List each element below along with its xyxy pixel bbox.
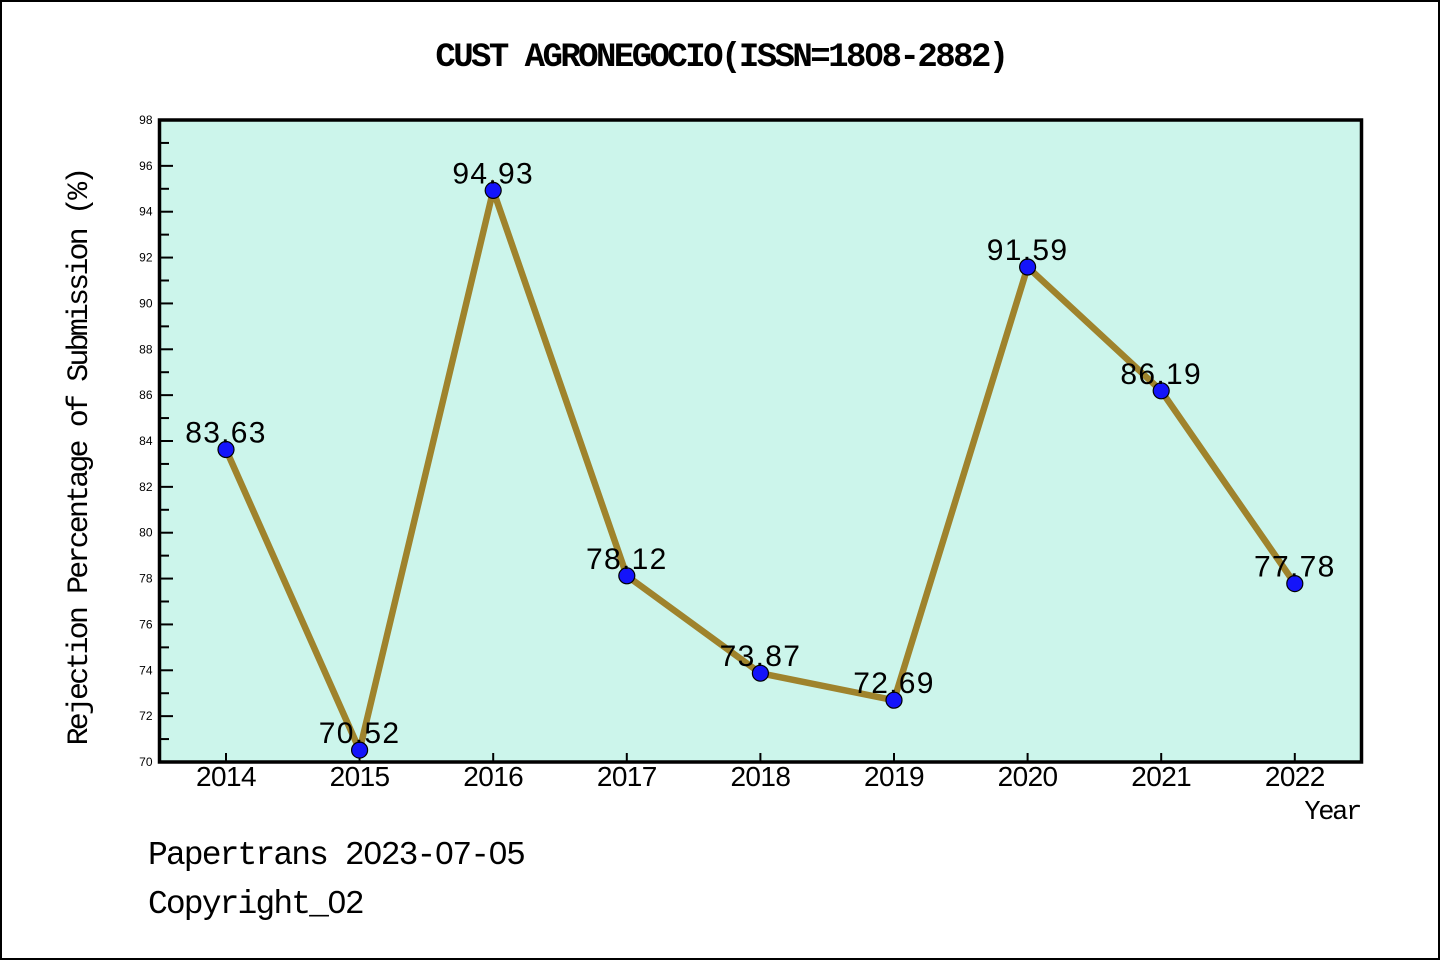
svg-text:2015: 2015 xyxy=(330,761,390,792)
svg-text:96: 96 xyxy=(139,159,153,173)
svg-text:2019: 2019 xyxy=(864,761,924,792)
svg-text:90: 90 xyxy=(139,296,153,310)
svg-text:94: 94 xyxy=(139,205,153,219)
svg-text:2021: 2021 xyxy=(1131,761,1191,792)
svg-text:84: 84 xyxy=(139,434,153,448)
svg-text:Year: Year xyxy=(1304,798,1360,828)
svg-text:77.78: 77.78 xyxy=(1254,551,1336,584)
svg-text:86: 86 xyxy=(139,388,153,402)
svg-text:94.93: 94.93 xyxy=(452,157,534,190)
svg-text:88: 88 xyxy=(139,342,153,356)
svg-text:73.87: 73.87 xyxy=(720,640,802,673)
svg-text:2020: 2020 xyxy=(998,761,1058,792)
svg-text:CUST AGRONEGOCIO(ISSN=1808-288: CUST AGRONEGOCIO(ISSN=1808-2882) xyxy=(435,39,1006,77)
svg-text:72: 72 xyxy=(139,709,153,723)
svg-text:2018: 2018 xyxy=(730,761,790,792)
svg-text:82: 82 xyxy=(139,480,153,494)
svg-text:80: 80 xyxy=(139,526,153,540)
svg-text:98: 98 xyxy=(139,113,153,127)
svg-text:91.59: 91.59 xyxy=(987,234,1069,267)
svg-text:Rejection Percentage of Submis: Rejection Percentage of Submission (%) xyxy=(63,170,97,746)
svg-text:72.69: 72.69 xyxy=(853,667,935,700)
svg-text:78.12: 78.12 xyxy=(586,543,668,576)
svg-text:Copyright_02: Copyright_02 xyxy=(148,886,363,923)
svg-text:92: 92 xyxy=(139,251,153,265)
svg-text:2016: 2016 xyxy=(463,761,523,792)
svg-text:83.63: 83.63 xyxy=(185,417,267,450)
svg-text:Papertrans 2023-07-05: Papertrans 2023-07-05 xyxy=(148,837,524,874)
svg-text:78: 78 xyxy=(139,572,153,586)
svg-text:2014: 2014 xyxy=(196,761,256,792)
svg-text:70.52: 70.52 xyxy=(319,717,401,750)
svg-text:2022: 2022 xyxy=(1265,761,1325,792)
svg-text:74: 74 xyxy=(139,663,153,677)
svg-text:2017: 2017 xyxy=(597,761,657,792)
svg-text:76: 76 xyxy=(139,617,153,631)
svg-text:70: 70 xyxy=(139,755,153,769)
svg-text:86.19: 86.19 xyxy=(1120,358,1202,391)
